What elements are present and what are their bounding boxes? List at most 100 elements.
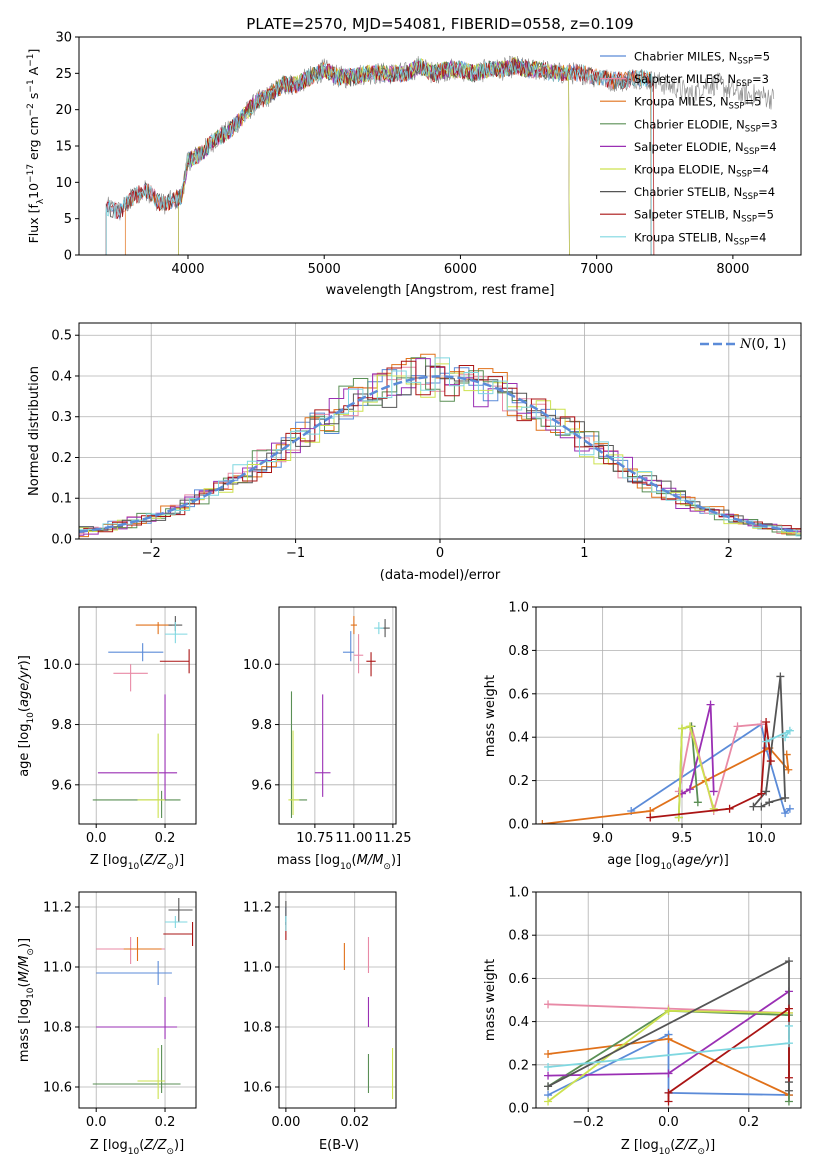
mass-Z-x-axis-label-part: ⊙ — [166, 1147, 174, 1157]
figure-title: PLATE=2570, MJD=54081, FIBERID=0558, z=0… — [246, 15, 633, 33]
mass_Z-panel: 0.0 0.210.610.811.011.2Z [log10(Z/Z⊙)]mas… — [17, 891, 197, 1157]
mw_Z-marker-kroupa_miles — [664, 1034, 673, 1043]
age-Z-x-axis-label: Z [log10(Z/Z⊙)] — [90, 853, 184, 872]
mw_age-x-tick-label: 9.0 — [592, 831, 613, 846]
legend-text: =4 — [758, 185, 775, 199]
mw_age-marker-salpeter_stelib — [646, 813, 655, 822]
spectrum-y-tick-label: 5 — [64, 212, 72, 227]
legend-text: =3 — [761, 117, 778, 131]
model-spectrum-chabrier_elodie — [178, 57, 570, 255]
age_mass-frame: 10.75 11.00 11.25 9.6 9.8 10.0 mass [log10(M/M… — [243, 606, 411, 872]
mw_Z-marker-salpeter_elodie — [664, 1069, 673, 1078]
mass_Z-plot-area — [92, 898, 194, 1099]
mw_Z-y-tick-label: 1.0 — [508, 886, 529, 901]
mw_age-marker-chabrier_elodie — [693, 798, 702, 807]
residuals-x-tick-label: −1 — [286, 546, 305, 561]
residuals-x-tick-label: 0 — [436, 546, 444, 561]
mw_Z-marker-chabrier_elodie — [784, 1097, 793, 1106]
model-spectrum-kroupa_stelib — [105, 58, 652, 255]
model-spectrum-kroupa_elodie — [178, 56, 570, 255]
residuals-x-tick-label: 1 — [580, 546, 588, 561]
mw_age-marker-chabrier_miles — [785, 804, 794, 813]
spectrum-y-tick-label: 25 — [55, 67, 72, 82]
age-Z-y-axis-label-part: 10 — [26, 712, 36, 724]
residuals-x-tick-label: −2 — [142, 546, 161, 561]
legend-sub: SSP — [741, 215, 757, 225]
legend-text: Salpeter MILES, N — [634, 72, 736, 86]
mw_age-panel: 9.0 9.5 10.0 0.0 0.2 0.4 0.6 0.8 1.0 age [log10(a… — [483, 601, 802, 872]
spectrum-y-tick-label: 10 — [55, 176, 72, 191]
age-Z-x-axis-label-part: ( — [139, 853, 144, 868]
mw-Z-x-axis-label: Z [log10(Z/Z⊙)] — [621, 1138, 715, 1157]
gaussian-reference-curve — [79, 375, 799, 534]
age-Z-y-axis-label-part: )] — [17, 655, 32, 665]
mw_Z-marker-salpeter_elodie — [544, 1071, 553, 1080]
mw_age-y-tick-label: 0.2 — [508, 774, 529, 789]
mw_age-marker-chabrier_stelib — [757, 802, 766, 811]
mw-Z-x-axis-label-part: ( — [670, 1138, 675, 1153]
residuals-x-tick-label: 2 — [725, 546, 733, 561]
residuals-y-tick-label: 0.1 — [51, 492, 72, 507]
mw_age-plot-area — [538, 672, 794, 824]
mw_age-series-kroupa_stelib — [765, 728, 793, 743]
legend-label-kroupa_miles: Kroupa MILES, NSSP=5 — [634, 95, 761, 112]
gaussian-legend-N: N — [739, 337, 752, 352]
mass_Z-y-tick-label: 10.6 — [43, 1081, 72, 1096]
legend-sub: SSP — [736, 79, 752, 89]
mw_age-y-tick-label: 0.8 — [508, 644, 529, 659]
spectrum-x-tick-label: 6000 — [444, 262, 477, 277]
spectrum-y-tick-label: 15 — [55, 140, 72, 155]
mw_age-series-kroupa_elodie — [677, 725, 715, 818]
mw_age-marker-salpeter_miles — [757, 720, 766, 729]
age_Z-x-tick-label: 0.0 — [86, 831, 107, 846]
residuals-panel: −2 −1 0 1 2 0.0 0.1 0.2 0.3 0.4 0.5 N(0, 1) (data-mo… — [27, 322, 802, 583]
spectrum-plot-area — [105, 55, 775, 255]
mw_Z-series-chabrier_miles — [547, 1033, 790, 1096]
gaussian-legend-label: N(0, 1) — [739, 337, 786, 352]
mw_age-marker-salpeter_stelib — [766, 757, 775, 766]
legend-sub: SSP — [734, 237, 750, 247]
residuals-plot-area — [79, 353, 801, 538]
legend-text: Kroupa ELODIE, N — [634, 163, 736, 177]
legend-sub: SSP — [745, 124, 761, 134]
mw_age-marker-chabrier_stelib — [781, 793, 790, 802]
legend-label-kroupa_stelib: Kroupa STELIB, NSSP=4 — [634, 230, 766, 247]
mw_age-marker-kroupa_miles — [784, 765, 793, 774]
mw_Z-frame: −0.2 0.0 0.2 0.0 0.2 0.4 0.6 0.8 1.0 Z [log10(Z/Z… — [483, 886, 802, 1157]
mw-age-x-axis-label: age [log10(age/yr)] — [607, 853, 729, 872]
mass-Z-x-axis-label-part: )] — [174, 1138, 184, 1153]
residuals-frame: −2 −1 0 1 2 0.0 0.1 0.2 0.3 0.4 0.5 N(0, 1) (data-mo… — [27, 322, 802, 583]
mw_Z-x-tick-label: −0.2 — [572, 1115, 604, 1130]
age-mass-x-axis-label-part: ⊙ — [383, 862, 391, 872]
mw_age-marker-chabrier_stelib — [765, 798, 774, 807]
spectrum-y-axis-label-part: s — [26, 93, 41, 104]
plot-layer: 4000 5000 6000 7000 8000051015202530Chabrier… — [17, 31, 802, 1157]
residuals-y-tick-label: 0.0 — [51, 533, 72, 548]
legend-text: Salpeter STELIB, N — [634, 208, 741, 222]
spectrum-x-axis-label: wavelength [Angstrom, rest frame] — [326, 283, 555, 298]
spectrum-y-axis-label-part: Flux [f — [26, 204, 41, 244]
spectrum-x-tick-label: 4000 — [171, 262, 204, 277]
age-Z-x-axis-label-part: Z/Z — [143, 853, 167, 868]
mass_ebv-y-tick-label: 11.0 — [243, 961, 272, 976]
legend-label-chabrier_miles: Chabrier MILES, NSSP=5 — [634, 50, 770, 67]
gaussian-legend-args: (0, 1) — [751, 337, 786, 352]
mw_age-axes-border — [535, 606, 802, 825]
age-Z-x-axis-label-part: )] — [174, 853, 184, 868]
residuals-x-axis-label: (data-model)/error — [380, 568, 501, 583]
mw_Z-marker-salpeter_stelib — [664, 1088, 673, 1097]
age-Z-x-axis-label-part: 10 — [128, 862, 140, 872]
residuals-y-tick-label: 0.4 — [51, 369, 72, 384]
mass_Z-y-tick-label: 11.0 — [43, 961, 72, 976]
age-Z-x-axis-label-part: ⊙ — [166, 862, 174, 872]
mw_age-y-tick-label: 1.0 — [508, 601, 529, 616]
spectrum-y-axis-label-part: −1 — [26, 54, 36, 67]
mass_ebv-x-tick-label: 0.00 — [271, 1115, 300, 1130]
mw_Z-marker-salpeter_stelib — [784, 1073, 793, 1082]
mw_age-frame: 9.0 9.5 10.0 0.0 0.2 0.4 0.6 0.8 1.0 age [log10(a… — [483, 601, 802, 872]
mw_Z-marker-kroupa_stelib — [784, 1021, 793, 1030]
age-Z-y-axis-label-part: age [log — [17, 724, 32, 777]
mw_age-marker-chabrier_stelib — [776, 672, 785, 681]
legend-text: Chabrier STELIB, N — [634, 185, 742, 199]
